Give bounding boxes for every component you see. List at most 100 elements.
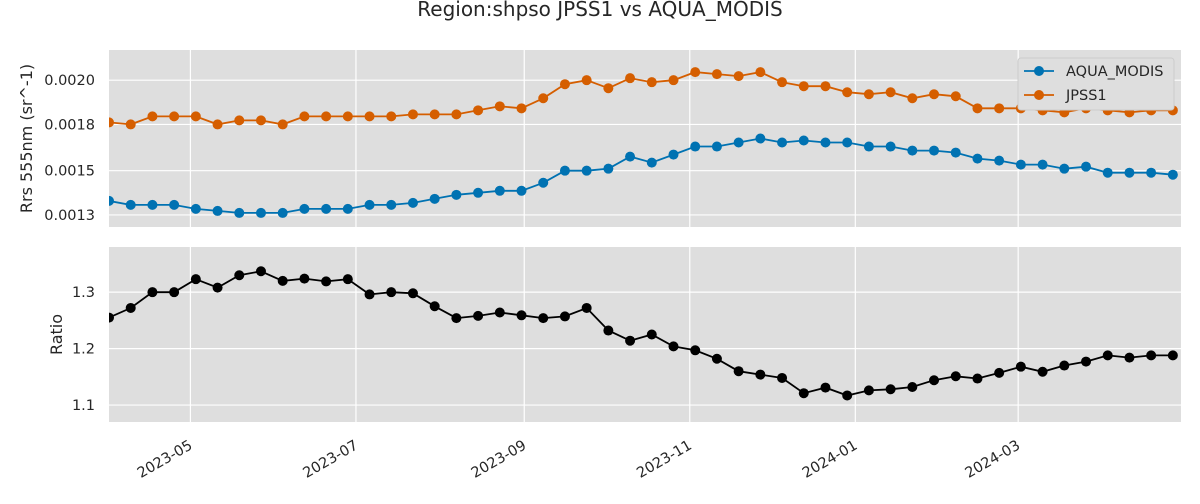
data-point — [668, 149, 679, 160]
data-point — [125, 199, 136, 210]
data-point — [907, 382, 918, 392]
data-point — [755, 133, 766, 144]
data-point — [473, 310, 484, 321]
x-tick-label: 2023-05 — [135, 438, 195, 482]
data-point — [603, 325, 614, 336]
data-point — [646, 77, 657, 88]
data-point — [798, 135, 809, 146]
data-point — [1124, 352, 1135, 363]
data-point — [755, 369, 766, 380]
data-point — [972, 373, 983, 384]
data-point — [190, 274, 201, 285]
data-point — [907, 145, 918, 156]
data-point — [1102, 350, 1113, 361]
data-point — [1037, 366, 1048, 377]
legend: AQUA_MODIS JPSS1 — [1017, 57, 1175, 111]
data-point — [1146, 167, 1157, 178]
data-point — [646, 157, 657, 168]
data-point — [494, 101, 505, 112]
data-point — [169, 287, 180, 298]
data-point — [277, 275, 288, 286]
data-point — [538, 313, 549, 324]
data-point — [451, 109, 462, 120]
data-point — [212, 205, 223, 216]
y-tick-label: 0.0013 — [44, 208, 95, 224]
data-point — [690, 67, 701, 78]
data-point — [538, 177, 549, 188]
series-area — [109, 266, 1178, 401]
panel-2: 1.1 1.2 1.3 Ratio — [47, 247, 1181, 422]
data-point — [994, 367, 1005, 378]
data-point — [1167, 169, 1178, 180]
data-point — [407, 288, 418, 299]
data-point — [386, 287, 397, 298]
data-point — [603, 163, 614, 174]
data-point — [190, 111, 201, 122]
data-point — [755, 67, 766, 78]
data-point — [473, 187, 484, 198]
data-point — [950, 91, 961, 102]
data-point — [277, 207, 288, 218]
data-point — [364, 111, 375, 122]
data-point — [494, 185, 505, 196]
data-point — [451, 313, 462, 324]
data-point — [690, 345, 701, 356]
data-point — [299, 111, 310, 122]
data-point — [429, 109, 440, 120]
data-point — [711, 353, 722, 364]
y-tick-label: 1.1 — [72, 398, 95, 414]
data-point — [321, 111, 332, 122]
x-tick-label: 2024-03 — [963, 438, 1023, 482]
data-point — [342, 274, 353, 285]
y-axis-label: Ratio — [47, 314, 66, 355]
plot-background — [109, 50, 1181, 227]
data-point — [711, 69, 722, 80]
data-point — [429, 301, 440, 312]
data-point — [820, 81, 831, 92]
data-point — [842, 390, 853, 401]
data-point — [109, 195, 114, 206]
data-point — [147, 111, 158, 122]
data-point — [690, 141, 701, 152]
data-point — [1037, 159, 1048, 170]
data-point — [777, 137, 788, 148]
data-point — [994, 103, 1005, 114]
data-point — [109, 312, 114, 323]
data-point — [125, 302, 136, 313]
data-point — [733, 71, 744, 82]
data-point — [1102, 167, 1113, 178]
legend-marker — [1034, 66, 1044, 76]
data-point — [109, 117, 114, 128]
data-point — [950, 371, 961, 382]
data-point — [321, 276, 332, 287]
data-point — [646, 329, 657, 340]
data-point — [321, 203, 332, 214]
data-point — [234, 270, 245, 281]
data-point — [407, 109, 418, 120]
data-point — [169, 111, 180, 122]
legend-label: JPSS1 — [1065, 88, 1107, 104]
data-point — [885, 384, 896, 395]
y-tick-label: 1.2 — [72, 342, 95, 358]
data-point — [451, 189, 462, 200]
data-point — [1124, 167, 1135, 178]
data-point — [1015, 361, 1026, 372]
data-point — [798, 388, 809, 399]
data-point — [212, 282, 223, 293]
data-point — [711, 141, 722, 152]
y-tick-label: 1.3 — [72, 285, 95, 301]
data-point — [929, 145, 940, 156]
data-point — [190, 203, 201, 214]
data-point — [147, 287, 158, 298]
data-point — [1167, 350, 1178, 361]
data-point — [581, 165, 592, 176]
data-point — [386, 199, 397, 210]
data-point — [1059, 163, 1070, 174]
data-point — [516, 185, 527, 196]
data-point — [885, 141, 896, 152]
data-point — [234, 207, 245, 218]
data-point — [842, 87, 853, 98]
data-point — [625, 151, 636, 162]
y-tick-label: 0.0018 — [44, 117, 95, 133]
